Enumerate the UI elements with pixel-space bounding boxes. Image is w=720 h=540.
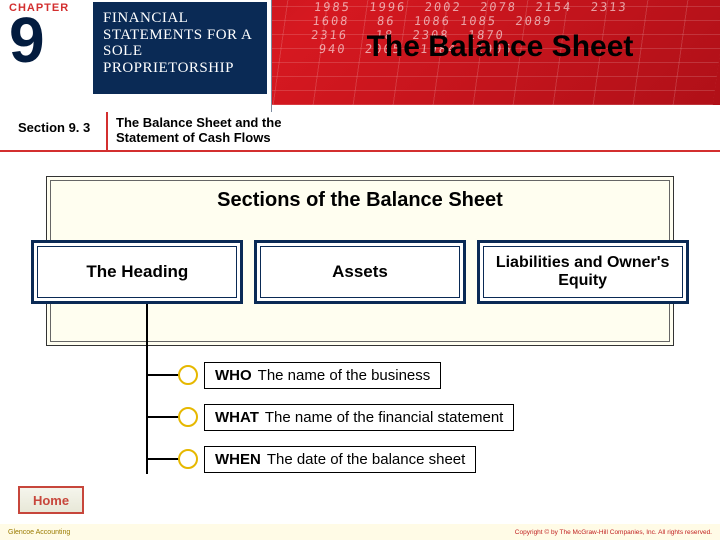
section-title: The Balance Sheet and the Statement of C…	[116, 116, 286, 146]
detail-row-when: WHEN The date of the balance sheet	[146, 444, 476, 474]
home-button[interactable]: Home	[18, 486, 84, 514]
section-divider	[106, 112, 108, 150]
category-box-heading: The Heading	[31, 240, 243, 304]
connector-line	[146, 416, 180, 418]
section-underline	[0, 150, 720, 152]
chapter-title: FINANCIAL STATEMENTS FOR A SOLE PROPRIET…	[93, 2, 267, 94]
connector-line	[146, 458, 180, 460]
footer: Glencoe Accounting Copyright © by The Mc…	[0, 524, 720, 540]
detail-tag: WHAT	[215, 409, 259, 426]
chapter-title-line2: STATEMENTS FOR A	[103, 27, 261, 44]
chapter-block: CHAPTER 9 FINANCIAL STATEMENTS FOR A SOL…	[0, 0, 272, 112]
chapter-title-line3: SOLE PROPRIETORSHIP	[103, 43, 261, 76]
footer-left: Glencoe Accounting	[8, 529, 70, 536]
category-row: The Heading Assets Liabilities and Owner…	[0, 240, 720, 318]
detail-row-what: WHAT The name of the financial statement	[146, 402, 514, 432]
connector-line	[146, 374, 180, 376]
section-strip: Section 9. 3 The Balance Sheet and the S…	[0, 112, 720, 152]
detail-box: WHAT The name of the financial statement	[204, 404, 514, 431]
bullet-circle-icon	[178, 449, 198, 469]
detail-tag: WHEN	[215, 451, 261, 468]
detail-row-who: WHO The name of the business	[146, 360, 441, 390]
detail-tag: WHO	[215, 367, 252, 384]
chapter-number: 9	[9, 12, 93, 70]
detail-text: The date of the balance sheet	[267, 451, 465, 468]
page-title: The Balance Sheet	[300, 30, 700, 64]
section-number: Section 9. 3	[18, 120, 90, 135]
category-box-assets: Assets	[254, 240, 466, 304]
detail-text: The name of the business	[258, 367, 431, 384]
detail-box: WHO The name of the business	[204, 362, 441, 389]
detail-text: The name of the financial statement	[265, 409, 503, 426]
bullet-circle-icon	[178, 365, 198, 385]
category-box-liabilities-equity: Liabilities and Owner's Equity	[477, 240, 689, 304]
chapter-title-line1: FINANCIAL	[103, 10, 261, 27]
detail-box: WHEN The date of the balance sheet	[204, 446, 476, 473]
footer-copyright: Copyright © by The McGraw-Hill Companies…	[515, 529, 712, 536]
bullet-circle-icon	[178, 407, 198, 427]
